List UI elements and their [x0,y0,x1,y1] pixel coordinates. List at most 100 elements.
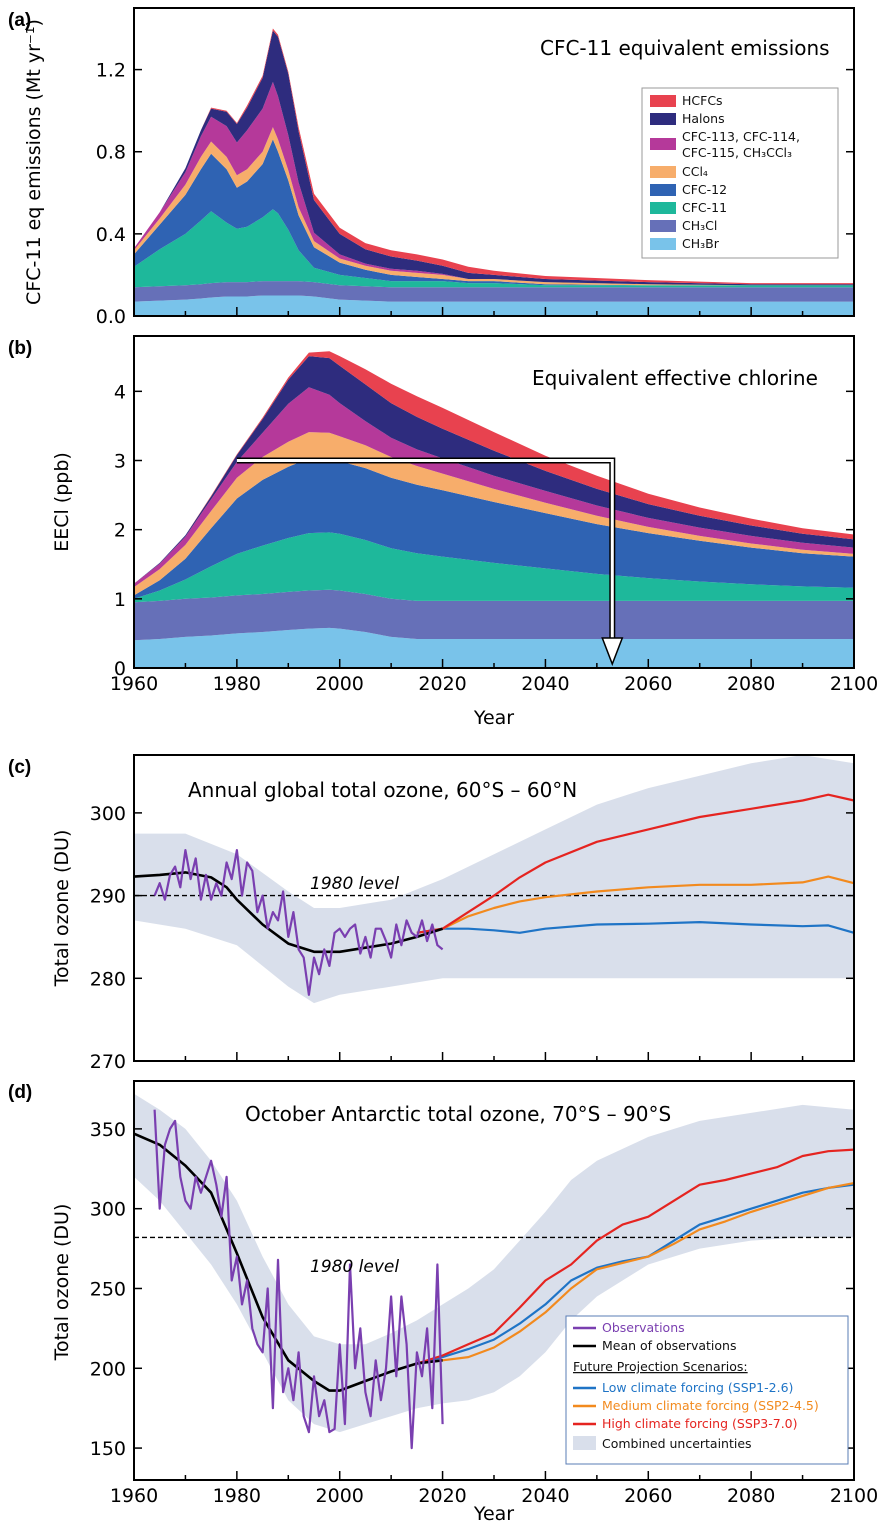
legend-heading-future: Future Projection Scenarios: [573,1359,748,1374]
y-tick-label-c-280: 280 [90,968,126,990]
panel-c-label: (c) [8,757,31,778]
panel-b-ylabel: EECl (ppb) [51,452,73,552]
panel-b-xlabel: Year [473,707,514,729]
legend-swatch-ccl4 [650,166,676,178]
area-b-ch3br [134,627,854,668]
legend-swatch-ch3cl [650,220,676,232]
uncertainty-band-c [134,755,854,1004]
area-b-cfc-12 [134,458,854,599]
legend-swatch-ch3br [650,238,676,250]
panel-c-ticks: 270 280 290 300 [90,803,855,1073]
arrow-shaft [236,459,614,642]
line-c-medium [416,875,855,934]
area-a-cfc-113 [134,81,854,286]
y-tick-label-d-200: 200 [90,1358,126,1380]
y-tick-label-a-0.0: 0.0 [96,306,126,328]
legend-label-high: High climate forcing (SSP3-7.0) [602,1416,798,1431]
line-c-observations [153,848,444,996]
panel-a-legend: HCFCs Halons CFC-113, CFC-114, CFC-115, … [641,87,839,259]
x-tick-label-b-1960: 1960 [110,673,158,695]
y-tick-label-c-270: 270 [90,1051,126,1073]
legend-label-cfc12: CFC-12 [682,182,727,197]
y-tick-label-c-300: 300 [90,803,126,825]
x-tick-label-b-2020: 2020 [418,673,466,695]
area-b-cfc-113 [134,387,854,588]
panel-d-antarctic-ozone: 1960 1980 2000 2020 2040 2060 2080 2100 150 200 25… [8,1080,878,1524]
panel-c-plot [133,755,855,1004]
y-tick-label-a-0.8: 0.8 [96,142,126,164]
x-tick-label-d-2000: 2000 [316,1485,364,1507]
panel-c-title: Annual global total ozone, 60°S – 60°N [188,778,577,802]
line-c-high [416,793,855,934]
y-tick-label-a-0.4: 0.4 [96,224,126,246]
panel-d-ticks: 1960 1980 2000 2020 2040 2060 2080 2100 150 200 25… [90,1119,878,1507]
y-tick-label-b-4: 4 [114,381,126,403]
x-tick-label-d-2040: 2040 [521,1485,569,1507]
panel-c-ylabel: Total ozone (DU) [51,830,73,988]
panel-b-areas [134,351,854,668]
legend-swatch-uncertainty [573,1436,596,1450]
panel-d-ylabel: Total ozone (DU) [51,1204,73,1362]
area-a-ch3cl [134,281,854,302]
panel-b-title: Equivalent effective chlorine [532,366,818,390]
panel-d-1980-level-label: 1980 level [310,1257,399,1277]
panel-d-label: (d) [8,1082,32,1103]
panel-b-eecl: 1960 1980 2000 2020 2040 2060 2080 2100 0 1 2 3 4 (b… [8,335,878,729]
x-tick-label-d-2080: 2080 [727,1485,775,1507]
panel-a-emissions: 0.0 0.4 0.8 1.2 (a) CFC-11 equivalent emiss… [8,7,855,328]
y-tick-label-b-3: 3 [114,451,126,473]
panel-a-label: (a) [8,10,31,31]
legend-label-low: Low climate forcing (SSP1-2.6) [602,1380,793,1395]
legend-label-ch3br: CH₃Br [682,236,720,251]
panel-c-1980-level-label: 1980 level [310,874,399,894]
area-a-cfc-11 [134,209,854,288]
legend-swatch-cfc12 [650,184,676,196]
y-tick-label-d-350: 350 [90,1119,126,1141]
panel-d-xlabel: Year [473,1503,514,1524]
panel-d-legend: Observations Mean of observations Future… [565,1315,849,1465]
panel-c-global-ozone: 270 280 290 300 (c) Annual global total ozo… [8,754,855,1073]
legend-label-ch3cl: CH₃Cl [682,218,717,233]
panel-a-title: CFC-11 equivalent emissions [540,36,830,60]
legend-label-ccl4: CCl₄ [682,164,708,179]
legend-label-cfc113-line2: CFC-115, CH₃CCl₃ [682,145,792,160]
y-tick-label-d-300: 300 [90,1199,126,1221]
y-tick-label-d-250: 250 [90,1278,126,1300]
y-tick-label-d-150: 150 [90,1438,126,1460]
legend-label-observations: Observations [602,1320,685,1335]
area-a-ch3br [134,295,854,316]
area-b-halons [134,356,854,584]
x-tick-label-b-2100: 2100 [830,673,878,695]
x-tick-label-d-2100: 2100 [830,1485,878,1507]
legend-label-hcfcs: HCFCs [682,93,723,108]
x-tick-label-d-1980: 1980 [213,1485,261,1507]
x-tick-label-b-2000: 2000 [316,673,364,695]
legend-label-medium: Medium climate forcing (SSP2-4.5) [602,1398,819,1413]
x-tick-label-d-2020: 2020 [418,1485,466,1507]
legend-swatch-cfc11 [650,202,676,214]
area-b-cfc-11 [134,532,854,603]
legend-label-cfc11: CFC-11 [682,200,727,215]
arrow-head [601,637,624,667]
area-a-ccl4 [134,127,854,286]
line-c-low [416,920,855,934]
legend-swatch-hcfcs [650,95,676,107]
x-tick-label-b-2060: 2060 [624,673,672,695]
x-tick-label-b-1980: 1980 [213,673,261,695]
x-tick-label-b-2040: 2040 [521,673,569,695]
panel-d-plot [133,1093,855,1450]
uncertainty-band-d [134,1093,854,1433]
legend-label-mean: Mean of observations [602,1338,737,1353]
panel-b-ticks: 1960 1980 2000 2020 2040 2060 2080 2100 0 1 2 3 4 [110,381,878,695]
y-tick-label-b-1: 1 [114,589,126,611]
area-a-cfc-12 [134,139,854,286]
panel-a-ticks: 0.0 0.4 0.8 1.2 [96,60,855,328]
y-tick-label-b-2: 2 [114,520,126,542]
legend-label-uncertainty: Combined uncertainties [602,1436,752,1451]
panel-b-label: (b) [8,338,32,359]
panel-a-areas [134,28,854,316]
legend-swatch-halons [650,113,676,125]
y-tick-label-c-290: 290 [90,886,126,908]
panel-a-ylabel: CFC-11 eq emissions (Mt yr⁻¹) [23,19,45,305]
